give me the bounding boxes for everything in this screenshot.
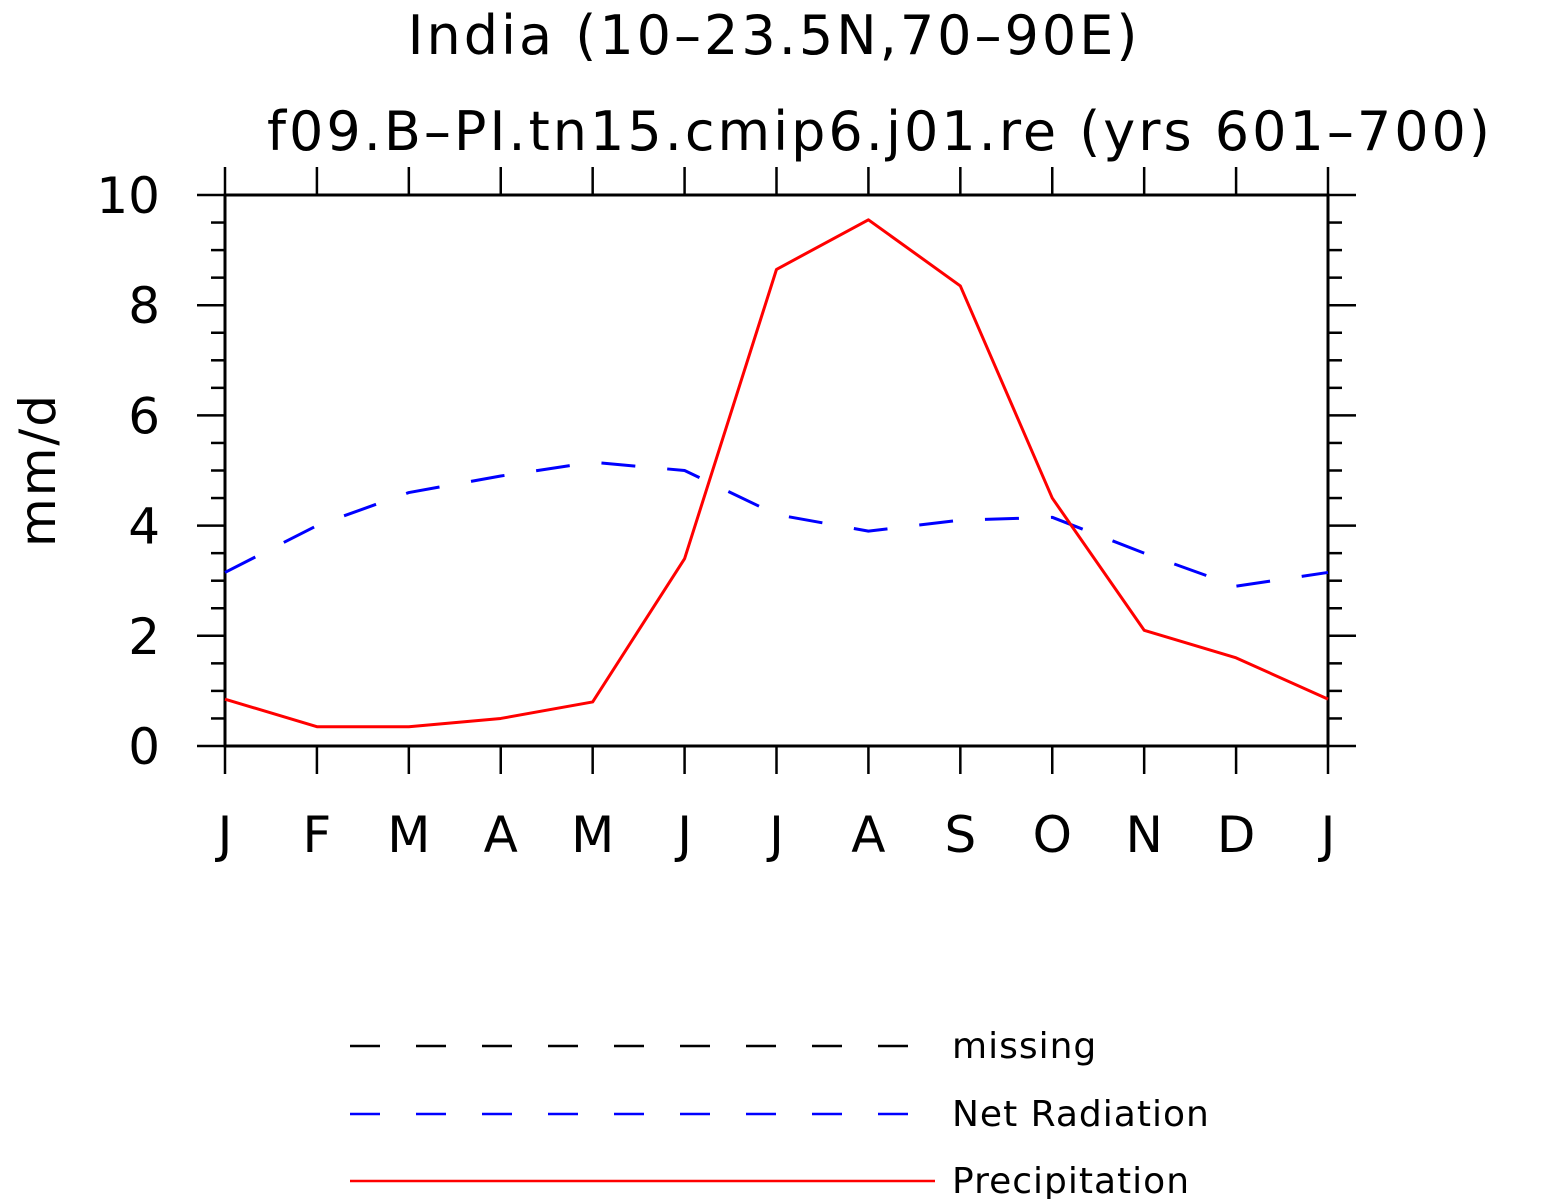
y-tick-label: 2 xyxy=(128,608,160,666)
x-tick-label: J xyxy=(215,806,233,864)
series-line-net-radiation xyxy=(224,460,1329,588)
legend: missing Net Radiation Precipitation xyxy=(350,1026,1210,1202)
x-tick-label: M xyxy=(571,806,614,864)
x-tick-label: A xyxy=(851,806,885,864)
chart-subtitle: f09.B–PI.tn15.cmip6.j01.re (yrs 601–700) xyxy=(267,100,1493,163)
x-tick-label: D xyxy=(1217,806,1256,864)
x-tick-label: S xyxy=(944,806,976,864)
series-line-precipitation xyxy=(224,218,1329,729)
y-tick-label: 10 xyxy=(96,167,160,225)
y-tick-label: 0 xyxy=(128,718,160,776)
series-layer xyxy=(224,218,1329,729)
x-tick-label: J xyxy=(1318,806,1336,864)
x-tick-label: A xyxy=(484,806,518,864)
legend-label: Net Radiation xyxy=(952,1094,1210,1135)
legend-label: missing xyxy=(952,1026,1097,1067)
y-axis-label: mm/d xyxy=(9,393,67,547)
y-tick-label: 6 xyxy=(128,387,160,445)
x-tick-label: M xyxy=(387,806,430,864)
x-tick-label: J xyxy=(766,806,784,864)
x-tick-label: F xyxy=(303,806,332,864)
legend-label: Precipitation xyxy=(952,1161,1190,1199)
x-tick-label: J xyxy=(674,806,692,864)
plot-frame xyxy=(223,193,1330,748)
y-tick-label: 8 xyxy=(128,277,160,335)
x-tick-label: O xyxy=(1033,806,1072,864)
y-axis-ticks: 0 2 4 6 8 10 xyxy=(96,167,1356,776)
y-tick-label: 4 xyxy=(128,498,160,556)
x-tick-label: N xyxy=(1125,806,1162,864)
chart-title: India (10–23.5N,70–90E) xyxy=(408,4,1141,67)
